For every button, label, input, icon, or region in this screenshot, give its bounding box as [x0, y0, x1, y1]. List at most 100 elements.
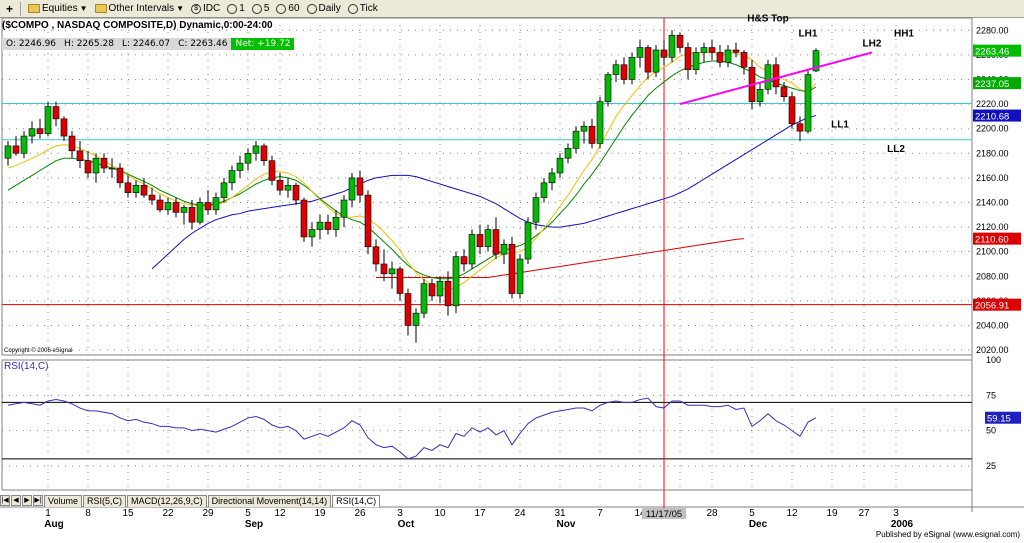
- candle-body: [52, 106, 60, 120]
- candle-body: [764, 64, 772, 90]
- tab-rsi-14[interactable]: RSI(14,C): [332, 494, 381, 507]
- clock-icon: [276, 3, 287, 14]
- candle-body: [68, 135, 76, 152]
- chevron-down-icon: ▼: [176, 4, 185, 13]
- candle-body: [36, 128, 44, 134]
- daily-button[interactable]: Daily: [305, 1, 343, 17]
- candle-body: [172, 202, 180, 213]
- ma-fast-line: [7, 51, 817, 291]
- interval-60-button[interactable]: 60: [274, 1, 301, 17]
- date-marker-label: 11/17/05: [646, 509, 682, 520]
- interval-5-label: 5: [263, 3, 270, 14]
- candle-body: [540, 182, 548, 198]
- new-icon[interactable]: +: [6, 1, 14, 16]
- rsi-panel-frame: [1, 359, 973, 491]
- scroll-first-icon[interactable]: |◀: [0, 495, 10, 506]
- rsi-tick-label: 50: [986, 426, 996, 436]
- x-tick-label: 22: [162, 508, 174, 519]
- x-tick-label: 10: [434, 508, 446, 519]
- candle-body: [220, 182, 228, 198]
- annotation-label: LH1: [799, 28, 818, 39]
- x-tick-label: 29: [202, 508, 214, 519]
- candle-body: [12, 145, 20, 154]
- x-tick-label: 31: [554, 508, 566, 519]
- price-label-value: 2056.91: [975, 301, 1009, 312]
- price-label-value: 2237.05: [975, 79, 1009, 90]
- scroll-right-icon[interactable]: ▶: [22, 495, 32, 506]
- tick-button[interactable]: Tick: [346, 1, 380, 17]
- candle-body: [604, 74, 612, 102]
- x-tick-label: 3: [893, 508, 899, 519]
- x-tick-label: 12: [786, 508, 798, 519]
- toolbar: + Equities ▼ Other Intervals ▼ $ IDC 1 5 60…: [0, 0, 1024, 18]
- interval-1-button[interactable]: 1: [225, 1, 247, 17]
- rsi-tick-label: 100: [986, 355, 1001, 365]
- candle-body: [196, 202, 204, 223]
- x-month-label: Aug: [44, 519, 63, 530]
- tab-volume[interactable]: Volume: [44, 494, 83, 507]
- x-tick-label: 15: [122, 508, 134, 519]
- candle-body: [316, 221, 324, 230]
- tab-rsi-5[interactable]: RSI(5,C): [83, 494, 127, 507]
- candle-body: [580, 125, 588, 132]
- scroll-last-icon[interactable]: ▶|: [33, 495, 43, 506]
- scroll-left-icon[interactable]: ◀: [11, 495, 21, 506]
- idc-button[interactable]: $ IDC: [189, 1, 222, 17]
- candle-body: [372, 246, 380, 265]
- chart-title: ($COMPO , NASDAQ COMPOSITE,D) Dynamic,0:…: [2, 20, 273, 31]
- rsi-tick-label: 25: [986, 461, 996, 471]
- candle-body: [500, 244, 508, 255]
- candle-body: [156, 199, 164, 211]
- candle-body: [268, 160, 276, 181]
- x-tick-label: 19: [314, 508, 326, 519]
- rsi-panel-title: RSI(14,C): [4, 361, 48, 372]
- clock-icon: [347, 3, 358, 14]
- candle-body: [692, 52, 700, 70]
- candle-body: [380, 263, 388, 275]
- candle-body: [644, 47, 652, 73]
- annotation-label: LH2: [863, 38, 882, 49]
- candle-body: [476, 234, 484, 248]
- candle-body: [332, 216, 340, 230]
- equities-button[interactable]: Equities ▼: [26, 1, 90, 17]
- candle-body: [4, 145, 12, 159]
- price-tick-label: 2100.00: [976, 247, 1009, 257]
- x-month-label: Oct: [398, 519, 415, 530]
- candle-body: [660, 49, 668, 58]
- tab-directional-movement[interactable]: Directional Movement(14,14): [207, 494, 332, 507]
- clock-icon: $: [191, 3, 202, 14]
- candle-body: [76, 150, 84, 161]
- price-label-box: [973, 44, 1021, 57]
- candle-body: [716, 52, 724, 63]
- x-tick-label: 28: [706, 508, 718, 519]
- x-tick-label: 26: [354, 508, 366, 519]
- candle-body: [684, 47, 692, 70]
- candle-body: [636, 47, 644, 58]
- annotation-label: LL1: [831, 119, 849, 130]
- annotation-label: H&S Top: [747, 14, 788, 25]
- interval-60-label: 60: [288, 3, 300, 14]
- candle-body: [300, 199, 308, 238]
- candle-body: [388, 268, 396, 275]
- candle-body: [44, 106, 52, 134]
- tab-macd[interactable]: MACD(12,26,9,C): [127, 494, 207, 507]
- candle-body: [348, 177, 356, 201]
- rsi-tick-label: 75: [986, 390, 996, 400]
- x-month-label: 2006: [891, 519, 914, 530]
- clock-icon: [251, 3, 262, 14]
- x-tick-label: 24: [514, 508, 526, 519]
- rsi-label-box: [985, 411, 1021, 424]
- price-tick-label: 2200.00: [976, 124, 1009, 134]
- price-label-value: 2210.68: [975, 112, 1009, 123]
- candle-body: [116, 167, 124, 184]
- candle-body: [740, 52, 748, 68]
- price-tick-label: 2220.00: [976, 99, 1009, 109]
- candle-body: [356, 177, 364, 196]
- candle-body: [548, 172, 556, 184]
- x-tick-label: 3: [397, 508, 403, 519]
- other-intervals-button[interactable]: Other Intervals ▼: [93, 1, 187, 17]
- candle-body: [428, 283, 436, 297]
- x-tick-label: 7: [597, 508, 603, 519]
- interval-5-button[interactable]: 5: [250, 1, 272, 17]
